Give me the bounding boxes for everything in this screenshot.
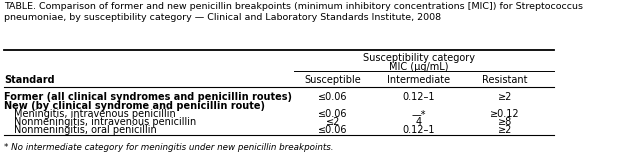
Text: Susceptible: Susceptible — [304, 75, 362, 85]
Text: ≥2: ≥2 — [497, 92, 512, 102]
Text: ≥8: ≥8 — [498, 117, 512, 127]
Text: Meningitis, intravenous penicillin: Meningitis, intravenous penicillin — [15, 109, 176, 119]
Text: 0.12–1: 0.12–1 — [403, 92, 435, 102]
Text: ≥2: ≥2 — [497, 125, 512, 135]
Text: ≤0.06: ≤0.06 — [318, 92, 347, 102]
Text: New (by clinical syndrome and penicillin route): New (by clinical syndrome and penicillin… — [4, 101, 265, 111]
Text: 4: 4 — [416, 117, 422, 127]
Text: Nonmeningitis, intravenous penicillin: Nonmeningitis, intravenous penicillin — [15, 117, 197, 127]
Text: Standard: Standard — [4, 75, 55, 85]
Text: Former (all clinical syndromes and penicillin routes): Former (all clinical syndromes and penic… — [4, 92, 292, 102]
Text: Resistant: Resistant — [482, 75, 528, 85]
Text: Intermediate: Intermediate — [387, 75, 451, 85]
Text: ≥0.12: ≥0.12 — [490, 109, 520, 119]
Text: ≤2: ≤2 — [326, 117, 340, 127]
Text: * No intermediate category for meningitis under new penicillin breakpoints.: * No intermediate category for meningiti… — [4, 142, 334, 152]
Text: MIC (μg/mL): MIC (μg/mL) — [389, 62, 449, 72]
Text: Susceptibility category: Susceptibility category — [363, 53, 475, 63]
Text: —*: —* — [412, 109, 426, 119]
Text: TABLE. Comparison of former and new penicillin breakpoints (minimum inhibitory c: TABLE. Comparison of former and new peni… — [4, 2, 583, 22]
Text: Nonmeningitis, oral penicillin: Nonmeningitis, oral penicillin — [15, 125, 157, 135]
Text: ≤0.06: ≤0.06 — [318, 125, 347, 135]
Text: ≤0.06: ≤0.06 — [318, 109, 347, 119]
Text: 0.12–1: 0.12–1 — [403, 125, 435, 135]
